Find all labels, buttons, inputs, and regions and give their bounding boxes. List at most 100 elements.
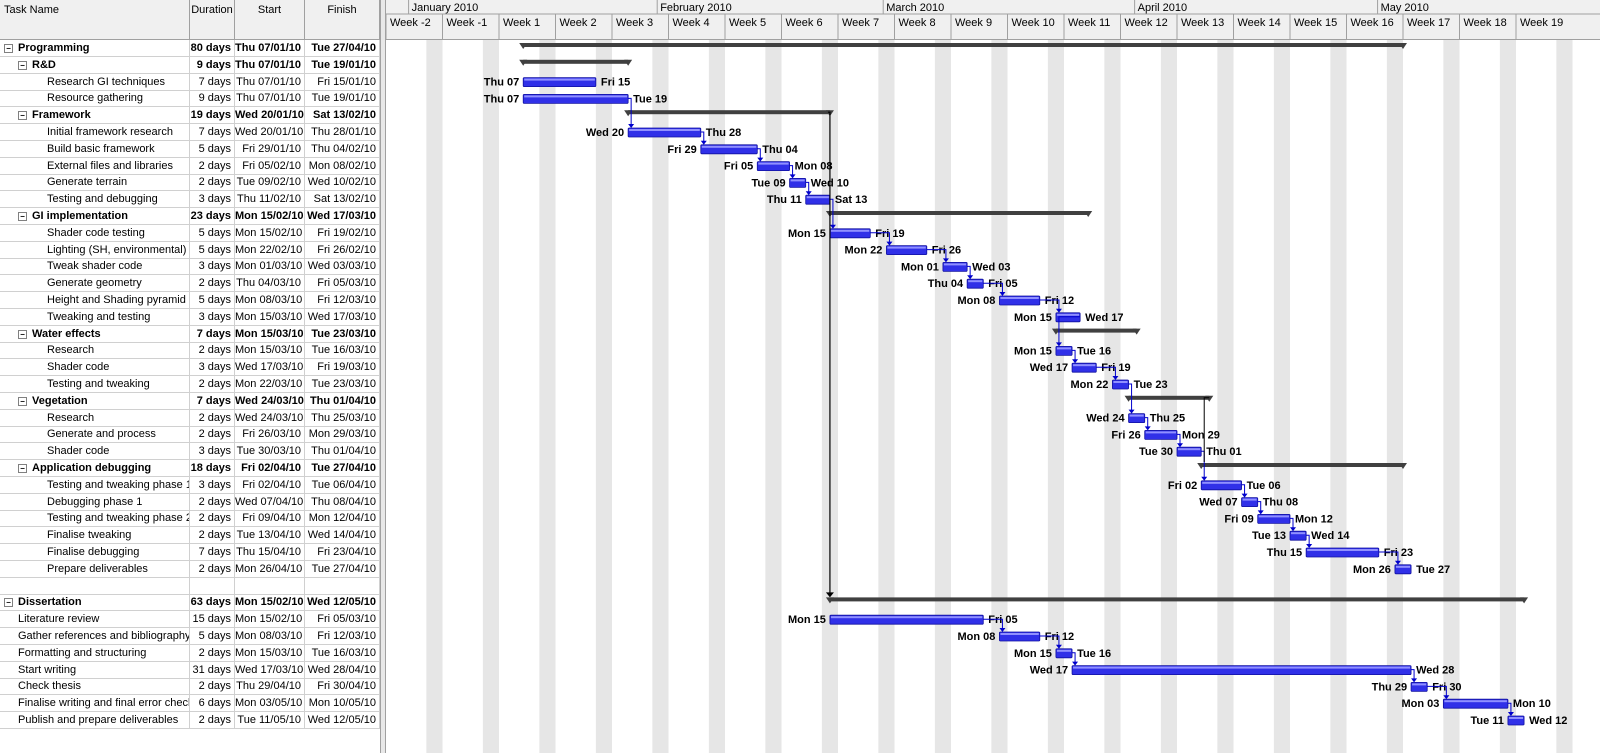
table-row[interactable]: Check thesis 2 days Thu 29/04/10 Fri 30/04/… <box>0 678 380 696</box>
finish-cell[interactable]: Tue 06/04/10 <box>305 476 380 493</box>
table-row[interactable]: Testing and tweaking 2 days Mon 22/03/10 Tu… <box>0 376 380 393</box>
duration-cell[interactable]: 2 days <box>190 275 235 292</box>
task-name-cell[interactable]: Testing and tweaking phase 2 <box>0 510 190 527</box>
table-row[interactable]: − Framework 19 days Wed 20/01/10 Sat 13/02/1… <box>0 107 380 125</box>
start-cell[interactable]: Fri 26/03/10 <box>235 426 305 443</box>
finish-cell[interactable]: Tue 19/01/10 <box>305 56 380 73</box>
start-cell[interactable]: Wed 24/03/10 <box>235 409 305 426</box>
task-name-cell[interactable]: Shader code <box>0 359 190 376</box>
duration-cell[interactable]: 2 days <box>190 510 235 527</box>
duration-cell[interactable]: 3 days <box>190 258 235 275</box>
task-name-cell[interactable]: Height and Shading pyramid <box>0 292 190 308</box>
duration-cell[interactable]: 2 days <box>190 174 235 191</box>
duration-cell[interactable]: 5 days <box>190 241 235 258</box>
finish-cell[interactable]: Tue 23/03/10 <box>305 376 380 392</box>
duration-cell[interactable]: 2 days <box>190 426 235 443</box>
start-cell[interactable]: Mon 01/03/10 <box>235 258 305 275</box>
table-row[interactable]: − Application debugging 18 days Fri 02/04/1… <box>0 460 380 477</box>
start-cell[interactable]: Wed 17/03/10 <box>235 661 305 678</box>
start-cell[interactable]: Thu 07/01/10 <box>235 73 305 90</box>
start-cell[interactable]: Thu 11/02/10 <box>235 191 305 208</box>
start-cell[interactable]: Wed 17/03/10 <box>235 359 305 376</box>
collapse-toggle-icon[interactable]: − <box>18 329 27 339</box>
task-name-cell[interactable]: Testing and tweaking <box>0 376 190 392</box>
duration-cell[interactable]: 2 days <box>190 342 235 359</box>
start-cell[interactable]: Fri 09/04/10 <box>235 510 305 527</box>
finish-cell[interactable]: Mon 29/03/10 <box>305 426 380 443</box>
finish-cell[interactable]: Tue 27/04/10 <box>305 560 380 577</box>
table-row[interactable]: Gather references and bibliography 5 days… <box>0 628 380 645</box>
start-cell[interactable]: Thu 29/04/10 <box>235 678 305 695</box>
summary-bar[interactable] <box>1201 463 1403 467</box>
finish-cell[interactable]: Tue 27/04/10 <box>305 40 380 56</box>
table-row[interactable]: Finalise tweaking 2 days Tue 13/04/10 Wed 1… <box>0 527 380 545</box>
task-name-cell[interactable]: Initial framework research <box>0 124 190 140</box>
duration-cell[interactable]: 15 days <box>190 611 235 628</box>
finish-cell[interactable]: Tue 16/03/10 <box>305 342 380 359</box>
finish-cell[interactable]: Wed 17/03/10 <box>305 308 380 325</box>
task-name-cell[interactable]: Debugging phase 1 <box>0 493 190 510</box>
table-row[interactable]: − Programming 80 days Thu 07/01/10 Tue 27/04… <box>0 40 380 57</box>
duration-cell[interactable]: 5 days <box>190 140 235 157</box>
split-bar[interactable] <box>380 0 386 753</box>
start-cell[interactable]: Fri 02/04/10 <box>235 460 305 476</box>
start-cell[interactable]: Mon 08/03/10 <box>235 292 305 308</box>
task-name-cell[interactable]: − Water effects <box>0 325 190 342</box>
table-row[interactable]: Publish and prepare deliverables 2 days Tu… <box>0 712 380 729</box>
task-name-cell[interactable]: − R&D <box>0 56 190 73</box>
table-row[interactable]: Height and Shading pyramid 5 days Mon 08/0… <box>0 292 380 309</box>
duration-cell[interactable]: 2 days <box>190 493 235 510</box>
start-cell[interactable]: Mon 15/03/10 <box>235 644 305 661</box>
summary-bar[interactable] <box>1128 395 1210 400</box>
duration-cell[interactable]: 6 days <box>190 695 235 712</box>
start-cell[interactable]: Wed 20/01/10 <box>235 107 305 124</box>
task-name-cell[interactable]: Check thesis <box>0 678 190 695</box>
finish-cell[interactable]: Wed 03/03/10 <box>305 258 380 275</box>
collapse-toggle-icon[interactable]: − <box>18 396 27 406</box>
start-cell[interactable]: Thu 07/01/10 <box>235 90 305 107</box>
duration-cell[interactable]: 2 days <box>190 712 235 728</box>
duration-cell[interactable]: 7 days <box>190 73 235 90</box>
finish-cell[interactable]: Fri 05/03/10 <box>305 611 380 628</box>
task-name-cell[interactable]: − Programming <box>0 40 190 56</box>
start-cell[interactable]: Tue 30/03/10 <box>235 443 305 460</box>
start-cell[interactable]: Mon 26/04/10 <box>235 560 305 577</box>
table-row[interactable]: Resource gathering 9 days Thu 07/01/10 Tue … <box>0 90 380 108</box>
column-header-start[interactable]: Start <box>235 0 305 40</box>
task-name-cell[interactable]: Shader code <box>0 443 190 460</box>
task-name-cell[interactable]: Finalise debugging <box>0 544 190 560</box>
table-row[interactable]: Testing and tweaking phase 2 2 days Fri 09… <box>0 510 380 528</box>
start-cell[interactable]: Thu 15/04/10 <box>235 544 305 560</box>
start-cell[interactable]: Tue 13/04/10 <box>235 527 305 544</box>
table-row[interactable]: Start writing 31 days Wed 17/03/10 Wed 28/0… <box>0 661 380 679</box>
summary-bar[interactable] <box>829 211 1089 215</box>
table-row[interactable]: Shader code testing 5 days Mon 15/02/10 Fri… <box>0 224 380 242</box>
summary-bar[interactable] <box>523 43 1403 47</box>
start-cell[interactable]: Mon 15/02/10 <box>235 611 305 628</box>
task-name-cell[interactable]: Testing and debugging <box>0 191 190 208</box>
finish-cell[interactable]: Thu 25/03/10 <box>305 409 380 426</box>
table-row[interactable]: Generate and process 2 days Fri 26/03/10 Mo… <box>0 426 380 444</box>
duration-cell[interactable]: 3 days <box>190 308 235 325</box>
table-row[interactable]: Debugging phase 1 2 days Wed 07/04/10 Thu 0… <box>0 493 380 511</box>
finish-cell[interactable]: Thu 04/02/10 <box>305 140 380 157</box>
duration-cell[interactable]: 5 days <box>190 224 235 241</box>
collapse-toggle-icon[interactable]: − <box>4 44 13 53</box>
duration-cell[interactable] <box>190 577 235 594</box>
finish-cell[interactable]: Mon 10/05/10 <box>305 695 380 712</box>
start-cell[interactable]: Tue 11/05/10 <box>235 712 305 728</box>
task-name-cell[interactable]: Research <box>0 409 190 426</box>
collapse-toggle-icon[interactable]: − <box>4 598 13 608</box>
table-row[interactable] <box>0 577 380 595</box>
task-name-cell[interactable]: Literature review <box>0 611 190 628</box>
finish-cell[interactable]: Thu 28/01/10 <box>305 124 380 140</box>
collapse-toggle-icon[interactable]: − <box>18 60 27 70</box>
start-cell[interactable]: Mon 15/03/10 <box>235 325 305 342</box>
task-name-cell[interactable]: Finalise tweaking <box>0 527 190 544</box>
finish-cell[interactable]: Fri 19/03/10 <box>305 359 380 376</box>
task-name-cell[interactable]: Generate and process <box>0 426 190 443</box>
task-name-cell[interactable]: Research <box>0 342 190 359</box>
duration-cell[interactable]: 7 days <box>190 392 235 409</box>
finish-cell[interactable]: Fri 15/01/10 <box>305 73 380 90</box>
task-name-cell[interactable]: − Vegetation <box>0 392 190 409</box>
